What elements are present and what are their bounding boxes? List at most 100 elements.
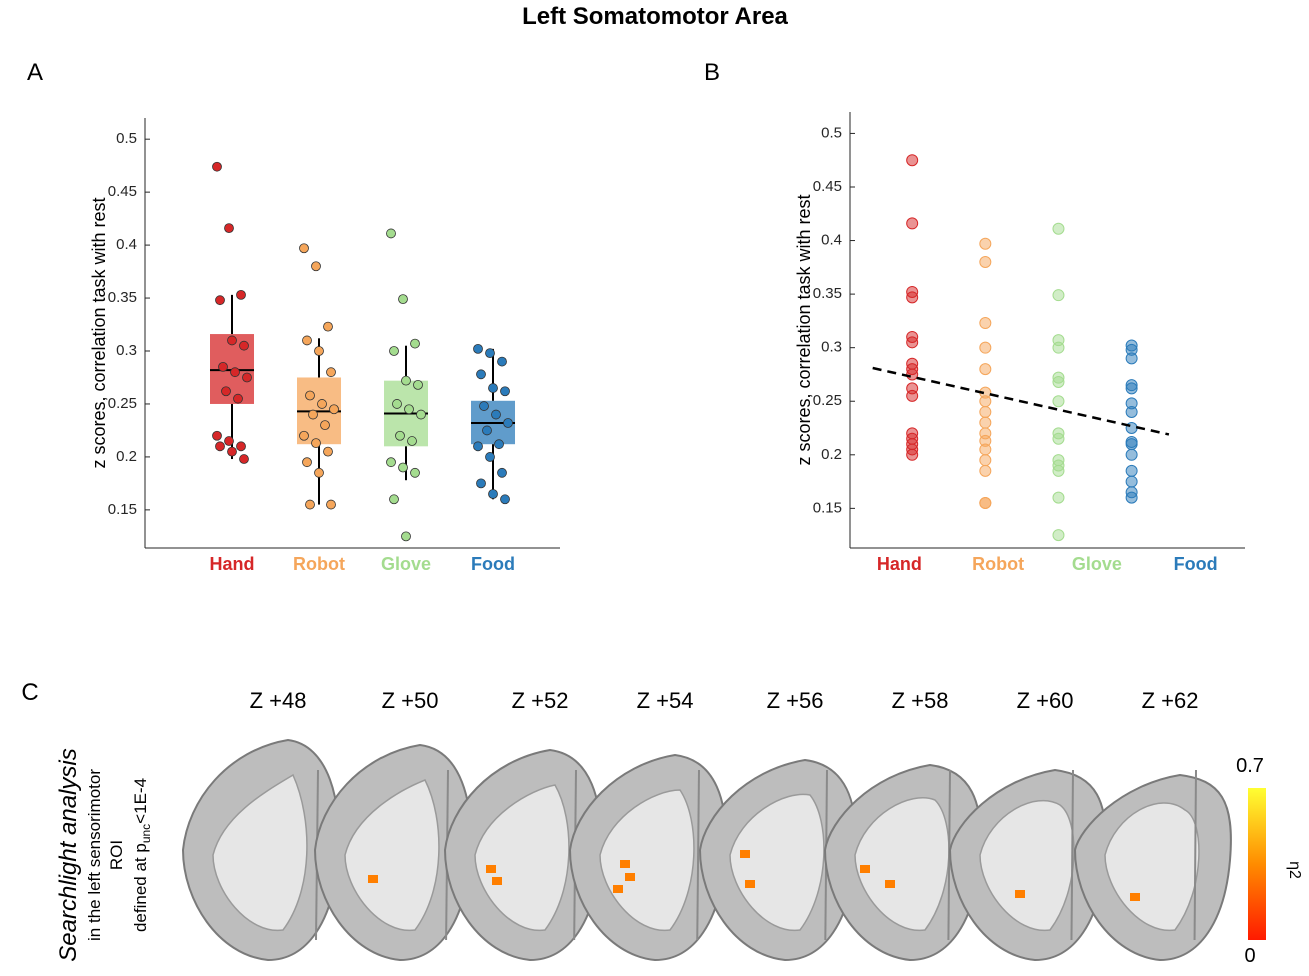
point [498,468,507,477]
activation [620,860,630,868]
point [408,437,417,446]
point [907,218,918,229]
point [907,337,918,348]
point [980,444,991,455]
point [327,500,336,509]
point [318,399,327,408]
panel-letter: A [27,59,43,86]
point [1053,223,1064,234]
y-tick-label: 0.4 [116,236,137,253]
point [303,458,312,467]
slice-label: Z +62 [1142,688,1199,713]
point [1053,492,1064,503]
point [222,387,231,396]
point [399,295,408,304]
point [1126,439,1137,450]
point [219,362,228,371]
point [228,336,237,345]
activation [740,850,750,858]
slice-label: Z +60 [1017,688,1074,713]
point [1126,449,1137,460]
point [315,468,324,477]
point [501,387,510,396]
point [225,437,234,446]
colorbar-max: 0.7 [1236,755,1264,777]
y-tick-label: 0.45 [108,183,137,200]
point [303,336,312,345]
point [216,296,225,305]
point [1053,376,1064,387]
point [312,262,321,271]
point [240,455,249,464]
point [980,238,991,249]
point [387,458,396,467]
point [474,442,483,451]
point [486,349,495,358]
point [907,390,918,401]
colorbar-label: η2 [1286,861,1303,879]
point [306,500,315,509]
point [213,162,222,171]
point [1126,492,1137,503]
side-text-sub: unc [139,824,153,843]
point [324,322,333,331]
point [1126,406,1137,417]
side-text-line: ROI [107,840,126,870]
point [225,224,234,233]
point [980,256,991,267]
activation [368,875,378,883]
y-tick-label: 0.25 [108,395,137,412]
y-tick-label: 0.45 [813,178,842,195]
slice-label: Z +50 [382,688,439,713]
point [477,370,486,379]
side-text-part: <1E-4 [131,778,150,824]
figure: Left Somatomotor Area A B C Searchlight … [0,0,1309,971]
side-text-line: in the left sensorimotor [85,769,104,941]
side-text-line: Searchlight analysis [55,748,82,961]
y-tick-label: 0.5 [821,124,842,141]
point [414,380,423,389]
point [390,347,399,356]
point [228,447,237,456]
point [390,495,399,504]
x-tick-label: Glove [381,554,431,574]
point [501,495,510,504]
point [980,364,991,375]
y-tick-label: 0.35 [108,289,137,306]
point [315,347,324,356]
point [411,468,420,477]
point [231,368,240,377]
y-tick-label: 0.25 [813,392,842,409]
point [399,463,408,472]
x-tick-label: Glove [1072,554,1122,574]
x-tick-label: Robot [293,554,345,574]
point [1053,433,1064,444]
point [489,489,498,498]
point [411,339,420,348]
side-text-line: defined at punc<1E-4 [131,778,153,932]
activation [745,880,755,888]
panel-letter: C [21,679,38,706]
activation [1130,893,1140,901]
y-axis-label: z scores, correlation task with rest [794,194,814,465]
point [1053,396,1064,407]
point [402,532,411,541]
side-text-part: defined at p [131,843,150,932]
point [393,399,402,408]
point [474,344,483,353]
figure-title: Left Somatomotor Area [522,3,788,30]
panel-letter: B [704,59,720,86]
y-tick-label: 0.15 [108,501,137,518]
point [480,402,489,411]
point [309,410,318,419]
slice-label: Z +52 [512,688,569,713]
x-tick-label: Hand [210,554,255,574]
point [498,357,507,366]
slice-label: Z +58 [892,688,949,713]
y-axis-label: z scores, correlation task with rest [89,197,109,468]
y-tick-label: 0.5 [116,130,137,147]
point [477,479,486,488]
slice-label: Z +54 [637,688,694,713]
y-tick-label: 0.3 [116,342,137,359]
x-tick-label: Hand [877,554,922,574]
